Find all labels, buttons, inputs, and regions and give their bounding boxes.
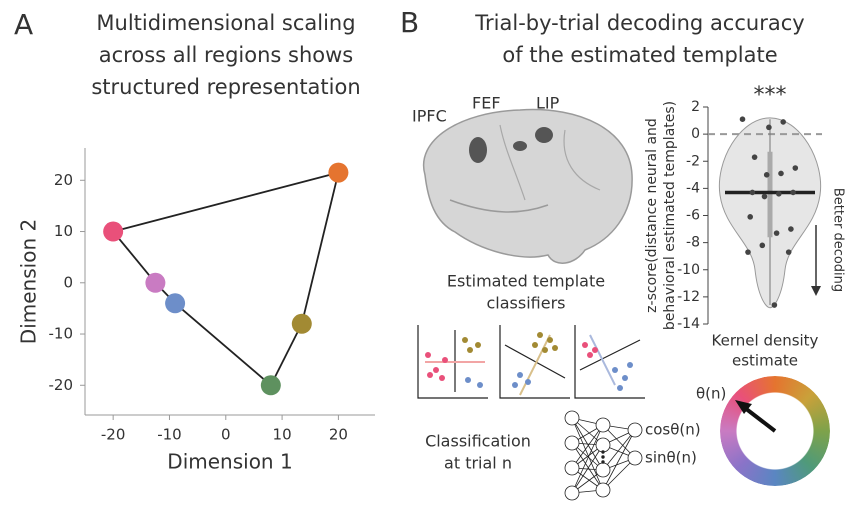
y-tick-label: -10: [677, 262, 700, 278]
panel-title: of the estimated template: [502, 43, 777, 67]
point: [291, 313, 312, 334]
panel-title: across all regions shows: [99, 43, 353, 67]
y-tick-label: -2: [686, 153, 700, 169]
annotation: Better decoding: [831, 188, 846, 292]
x-tick-label: -20: [101, 426, 126, 444]
x-axis-label: Dimension 1: [167, 450, 292, 474]
data-point: [747, 214, 753, 220]
data-point: [790, 189, 796, 196]
data-point: [761, 193, 768, 200]
connector: [270, 323, 303, 386]
y-tick-label: -12: [677, 289, 700, 305]
data-point: [788, 226, 794, 232]
y-tick-label: 2: [691, 99, 700, 115]
data-point: [776, 191, 782, 197]
brain-label: IPFC: [412, 107, 447, 126]
data-point: [759, 242, 766, 249]
data-point: [792, 165, 799, 171]
significance: ***: [754, 83, 787, 108]
brain-label: FEF: [472, 94, 501, 113]
y-tick-label: 10: [54, 222, 73, 240]
data-point: [739, 116, 746, 123]
panel-letter: A: [14, 8, 33, 41]
connector: [112, 171, 339, 233]
connector: [112, 230, 157, 284]
point: [103, 221, 124, 242]
x-tick-label: 10: [273, 426, 292, 444]
x-tick-label: 0: [221, 426, 231, 444]
classifier-icons: [417, 325, 645, 399]
data-point: [785, 249, 792, 255]
data-point: [763, 172, 770, 178]
data-point: [751, 154, 758, 160]
x-tick-label: 20: [329, 426, 348, 444]
point: [145, 272, 166, 293]
data-point: [766, 124, 772, 131]
data-point: [780, 119, 786, 125]
point: [328, 162, 349, 183]
data-point: [745, 249, 751, 255]
classifier-dots: [425, 332, 633, 391]
section-label: at trial n: [444, 454, 512, 473]
output-label: cosθ(n): [645, 421, 701, 439]
section-label: Classification: [425, 432, 531, 451]
better-arrow: [811, 225, 821, 296]
output-label: sinθ(n): [645, 449, 697, 467]
point: [165, 293, 186, 314]
data-point: [773, 230, 780, 236]
section-label: Estimated template: [447, 272, 605, 291]
wheel-label: θ(n): [696, 385, 726, 403]
y-tick-label: -10: [49, 325, 74, 343]
y-tick-label: -4: [686, 180, 700, 196]
brain-label: LIP: [536, 94, 560, 113]
connector: [300, 172, 340, 324]
network: [564, 410, 643, 501]
y-axis-label: behavioral estimated templates): [662, 101, 678, 330]
panel-title: structured representation: [91, 75, 360, 99]
y-tick-label: -6: [686, 208, 700, 224]
data-point: [778, 170, 784, 177]
panel-title: Multidimensional scaling: [96, 11, 355, 35]
connector: [174, 302, 272, 386]
brain: [422, 108, 633, 264]
y-axis-label: Dimension 2: [17, 219, 41, 344]
y-axis-label: z-score(distance neural and: [644, 118, 660, 313]
y-tick-label: -8: [686, 235, 700, 251]
section-label: classifiers: [487, 294, 566, 313]
y-tick-label: 20: [54, 171, 73, 189]
point: [260, 375, 281, 396]
y-tick-label: -20: [49, 376, 74, 394]
x-tick-label: -10: [157, 426, 182, 444]
panel-letter: B: [400, 6, 419, 39]
x-axis-label: estimate: [732, 352, 798, 370]
y-tick-label: 0: [63, 273, 73, 291]
data-point: [749, 189, 756, 196]
x-axis-label: Kernel density: [712, 332, 819, 350]
y-tick-label: -14: [677, 316, 700, 332]
y-tick-label: 0: [691, 126, 700, 142]
panel-title: Trial-by-trial decoding accuracy: [474, 11, 804, 35]
wheel-arrow: [735, 400, 777, 433]
data-point: [771, 302, 778, 308]
